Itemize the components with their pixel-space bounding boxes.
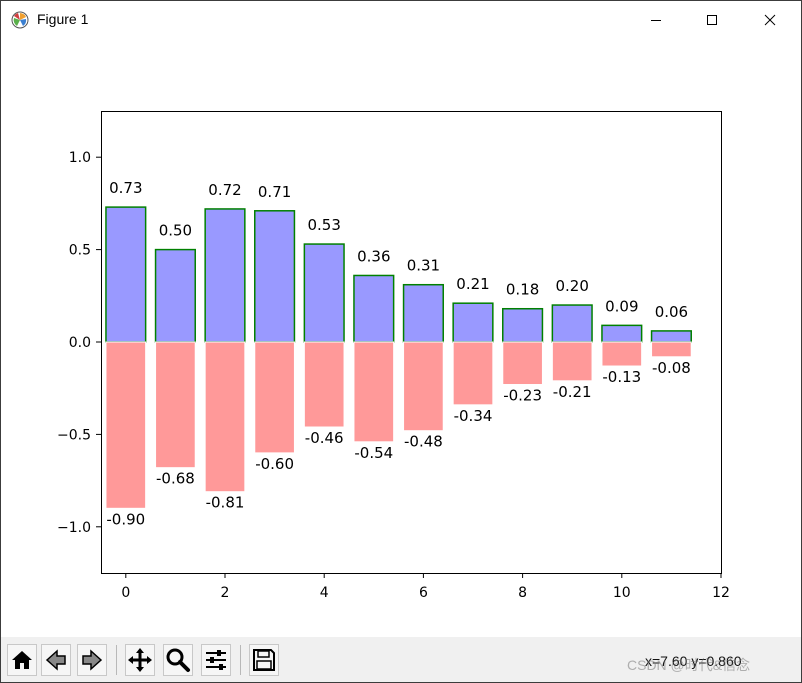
negative-bar-11: [651, 341, 692, 358]
pan-icon: [128, 648, 152, 672]
positive-bar-7: [452, 302, 494, 343]
negative-bar-8: [502, 341, 543, 386]
positive-bar-label-4: 0.53: [307, 216, 340, 234]
negative-bar-label-0: -0.90: [106, 510, 145, 528]
positive-bar-label-5: 0.36: [357, 247, 390, 265]
y-tick-label: −1.0: [57, 520, 91, 536]
bars-group: [105, 206, 692, 509]
negative-bar-label-5: -0.54: [354, 444, 393, 462]
positive-bar-label-8: 0.18: [506, 281, 539, 299]
save-button[interactable]: [249, 644, 279, 676]
maximize-button[interactable]: [689, 1, 735, 39]
positive-bar-10: [601, 324, 643, 343]
zoom-button[interactable]: [163, 644, 193, 676]
positive-bar-label-0: 0.73: [109, 179, 142, 197]
navigation-toolbar: x=7.60 y=0.860 CSDN @时代&信念: [1, 637, 801, 682]
negative-bar-2: [204, 341, 246, 493]
configure-subplots-icon: [206, 650, 226, 670]
close-button[interactable]: [747, 1, 793, 39]
x-tick-label: 12: [712, 585, 730, 601]
window-title: Figure 1: [37, 11, 89, 27]
positive-bar-label-11: 0.06: [655, 303, 688, 321]
positive-bar-8: [502, 307, 544, 343]
positive-bar-label-6: 0.31: [407, 257, 440, 275]
y-axis-ticks: −1.0 −0.5 0.0 0.5 1.0: [57, 150, 101, 536]
y-tick-label: 0.0: [69, 335, 91, 351]
negative-bar-label-6: -0.48: [404, 433, 443, 451]
minimize-button[interactable]: [633, 1, 679, 39]
back-icon: [45, 649, 66, 671]
positive-bar-label-3: 0.71: [258, 183, 291, 201]
maximize-icon: [707, 15, 717, 25]
negative-bar-label-8: -0.23: [503, 387, 542, 405]
x-tick-label: 10: [613, 585, 631, 601]
negative-bar-label-9: -0.21: [553, 383, 592, 401]
positive-bar-9: [551, 304, 593, 343]
positive-bar-label-2: 0.72: [208, 181, 241, 199]
bar-labels-group: 0.73 0.50 0.72 0.71 0.53 0.36 0.31 0.21 0.18 0.20…: [106, 179, 690, 528]
bar-chart: 0.730.500.72 0.710.530.360.310.21 0.18 0.20…: [57, 111, 730, 601]
positive-bar-2: [204, 208, 246, 343]
x-axis-ticks: 0 2 4 6 8 10 12: [121, 573, 730, 601]
positive-bar-1: [154, 248, 196, 343]
configure-subplots-button[interactable]: [201, 644, 231, 676]
axes-frame: [101, 111, 722, 574]
title-bar: Figure 1: [1, 1, 801, 39]
negative-bar-10: [601, 341, 643, 367]
negative-bar-label-4: -0.46: [305, 429, 344, 447]
forward-button[interactable]: [77, 644, 107, 676]
y-tick-label: 1.0: [69, 150, 91, 166]
positive-bar-4: [303, 243, 345, 343]
negative-bar-3: [254, 341, 295, 454]
x-tick-label: 8: [518, 585, 527, 601]
negative-bar-label-7: -0.34: [454, 407, 493, 425]
forward-icon: [82, 649, 103, 671]
x-tick-label: 4: [320, 585, 329, 601]
negative-bar-6: [403, 341, 444, 432]
x-tick-label: 0: [121, 585, 130, 601]
negative-bar-1: [155, 341, 196, 469]
positive-bar-11: [650, 330, 692, 343]
positive-bar-6: [402, 283, 444, 343]
home-icon: [12, 651, 32, 669]
negative-bar-7: [452, 341, 494, 406]
x-tick-label: 2: [221, 585, 230, 601]
negative-bar-0: [105, 341, 147, 509]
negative-bar-label-2: -0.81: [206, 494, 245, 512]
positive-bar-5: [353, 274, 395, 343]
toolbar-separator: [240, 645, 241, 675]
back-button[interactable]: [41, 644, 71, 676]
home-button[interactable]: [7, 644, 37, 676]
close-icon: [764, 14, 776, 26]
y-tick-label: 0.5: [69, 243, 91, 259]
pan-button[interactable]: [125, 644, 155, 676]
positive-bar-label-10: 0.09: [605, 297, 638, 315]
positive-bar-3: [254, 210, 296, 343]
negative-bar-label-10: -0.13: [602, 368, 641, 386]
negative-bar-9: [551, 341, 593, 382]
matplotlib-logo-icon: [11, 11, 29, 29]
negative-bar-label-11: -0.08: [652, 359, 691, 377]
negative-bar-label-3: -0.60: [255, 455, 294, 473]
save-icon: [253, 649, 275, 671]
cursor-coordinates: x=7.60 y=0.860: [645, 653, 742, 669]
figure-canvas[interactable]: 0.73 0.50 0.72 0.71 0.53 0.36 0.31 0.21 0.18 0.20…: [1, 39, 801, 637]
positive-bar-label-7: 0.21: [456, 275, 489, 293]
zoom-icon: [166, 648, 190, 672]
positive-bar-0: [105, 206, 147, 343]
minimize-icon: [651, 20, 661, 21]
y-tick-label: −0.5: [57, 427, 91, 443]
negative-bar-5: [353, 341, 395, 443]
positive-bar-label-1: 0.50: [159, 222, 192, 240]
positive-bar-label-9: 0.20: [555, 277, 588, 295]
toolbar-separator: [116, 645, 117, 675]
watermark: CSDN @时代&信念: [627, 657, 751, 673]
negative-bar-label-1: -0.68: [156, 470, 195, 488]
negative-bar-4: [303, 341, 345, 428]
x-tick-label: 6: [419, 585, 428, 601]
